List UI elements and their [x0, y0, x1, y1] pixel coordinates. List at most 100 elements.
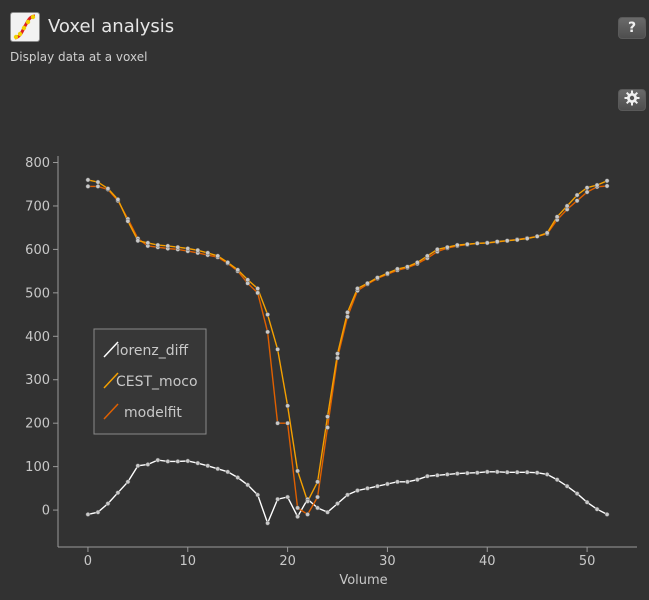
data-point-modelfit	[255, 290, 261, 296]
data-point-lorenz_diff	[205, 463, 211, 469]
data-point-CEST_moco	[604, 178, 610, 184]
x-tick-label: 0	[84, 554, 92, 569]
data-point-CEST_moco	[454, 242, 460, 248]
data-point-CEST_moco	[115, 197, 121, 202]
x-tick-label: 50	[579, 554, 596, 569]
legend-label-CEST_moco: CEST_moco	[116, 374, 198, 390]
data-point-CEST_moco	[245, 277, 251, 283]
y-tick-label: 700	[25, 199, 50, 214]
data-point-lorenz_diff	[534, 470, 540, 476]
data-point-lorenz_diff	[554, 477, 560, 483]
data-point-lorenz_diff	[335, 501, 340, 506]
data-point-CEST_moco	[95, 179, 101, 185]
data-point-lorenz_diff	[594, 506, 600, 512]
data-point-lorenz_diff	[464, 470, 470, 476]
page-title: Voxel analysis	[48, 16, 175, 37]
data-point-modelfit	[265, 329, 270, 335]
data-point-lorenz_diff	[385, 481, 390, 487]
data-point-modelfit	[295, 505, 300, 511]
data-point-lorenz_diff	[125, 479, 131, 485]
data-point-lorenz_diff	[584, 499, 590, 505]
data-point-CEST_moco	[215, 253, 221, 259]
settings-button[interactable]	[618, 89, 646, 111]
data-point-CEST_moco	[155, 242, 161, 248]
y-tick-label: 400	[25, 330, 50, 345]
data-point-lorenz_diff	[235, 475, 241, 480]
data-point-lorenz_diff	[415, 477, 420, 483]
data-point-CEST_moco	[574, 192, 580, 198]
data-point-CEST_moco	[345, 310, 350, 315]
x-tick-label: 10	[180, 554, 197, 569]
data-point-CEST_moco	[285, 403, 290, 409]
data-point-CEST_moco	[375, 275, 380, 280]
data-point-CEST_moco	[434, 247, 440, 252]
data-point-CEST_moco	[355, 286, 360, 291]
data-point-CEST_moco	[85, 177, 91, 183]
data-point-CEST_moco	[365, 280, 370, 286]
data-point-modelfit	[285, 420, 290, 426]
data-point-CEST_moco	[105, 186, 111, 191]
data-point-lorenz_diff	[524, 469, 530, 475]
data-point-CEST_moco	[175, 244, 181, 250]
data-point-CEST_moco	[235, 267, 241, 273]
data-point-lorenz_diff	[215, 466, 221, 472]
data-point-lorenz_diff	[195, 460, 201, 466]
y-tick-label: 200	[25, 417, 50, 432]
data-point-lorenz_diff	[574, 491, 580, 496]
gear-icon	[624, 90, 640, 110]
x-tick-label: 40	[479, 554, 496, 569]
data-point-lorenz_diff	[185, 458, 191, 464]
data-point-lorenz_diff	[604, 512, 610, 517]
legend-label-modelfit: modelfit	[124, 405, 182, 421]
data-point-modelfit	[574, 198, 580, 204]
y-tick-label: 600	[25, 243, 50, 258]
help-button[interactable]: ?	[618, 17, 646, 39]
data-point-CEST_moco	[425, 253, 430, 259]
data-point-lorenz_diff	[474, 470, 480, 476]
y-tick-label: 100	[25, 460, 50, 475]
data-point-CEST_moco	[135, 238, 141, 244]
data-point-CEST_moco	[395, 266, 400, 272]
data-point-CEST_moco	[315, 479, 320, 485]
data-point-lorenz_diff	[165, 459, 171, 464]
data-point-CEST_moco	[584, 185, 590, 191]
data-point-CEST_moco	[464, 241, 470, 247]
x-axis-label: Volume	[339, 573, 387, 588]
y-tick-label: 300	[25, 373, 50, 388]
data-point-modelfit	[325, 425, 330, 430]
data-point-CEST_moco	[145, 240, 151, 246]
legend-swatch-lorenz_diff	[103, 341, 119, 358]
data-point-lorenz_diff	[275, 496, 280, 502]
data-point-lorenz_diff	[504, 469, 510, 475]
data-point-CEST_moco	[474, 240, 480, 246]
data-point-CEST_moco	[564, 203, 570, 209]
data-point-CEST_moco	[305, 499, 310, 504]
data-point-lorenz_diff	[425, 473, 430, 479]
data-point-CEST_moco	[504, 238, 510, 244]
data-point-lorenz_diff	[564, 483, 570, 489]
data-point-lorenz_diff	[454, 471, 460, 476]
data-point-lorenz_diff	[295, 514, 300, 519]
data-point-lorenz_diff	[365, 486, 370, 491]
data-point-CEST_moco	[544, 230, 550, 236]
data-point-lorenz_diff	[395, 479, 400, 485]
legend-swatch-CEST_moco	[103, 372, 119, 389]
data-point-CEST_moco	[554, 214, 560, 220]
data-point-CEST_moco	[125, 218, 131, 224]
data-point-CEST_moco	[265, 312, 270, 317]
data-point-modelfit	[345, 314, 350, 320]
data-point-CEST_moco	[165, 243, 171, 249]
y-tick-label: 500	[25, 286, 50, 301]
legend-box	[93, 328, 207, 435]
series-line-lorenz_diff	[87, 459, 608, 526]
data-point-CEST_moco	[295, 468, 300, 474]
data-point-modelfit	[604, 183, 610, 189]
legend-swatch-modelfit	[103, 403, 119, 420]
data-point-CEST_moco	[195, 247, 201, 253]
data-point-CEST_moco	[405, 264, 410, 270]
data-point-lorenz_diff	[105, 501, 111, 506]
data-point-lorenz_diff	[265, 520, 270, 526]
data-point-CEST_moco	[185, 246, 191, 251]
data-point-lorenz_diff	[115, 490, 121, 496]
